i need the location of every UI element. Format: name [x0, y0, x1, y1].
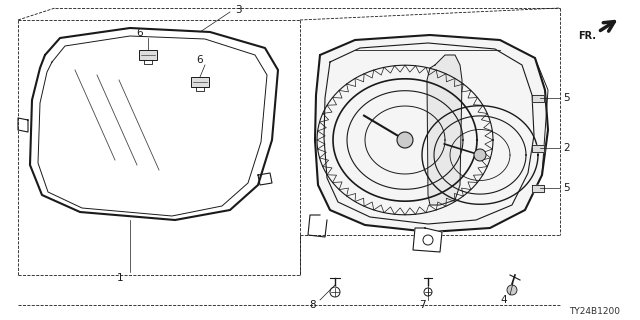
Text: 5: 5	[563, 93, 570, 103]
Text: 6: 6	[137, 28, 143, 38]
Polygon shape	[532, 185, 544, 191]
Circle shape	[397, 132, 413, 148]
Text: 7: 7	[419, 300, 426, 310]
Polygon shape	[258, 173, 272, 185]
Text: 8: 8	[310, 300, 316, 310]
Polygon shape	[308, 215, 327, 237]
Text: TY24B1200: TY24B1200	[569, 308, 620, 316]
Circle shape	[424, 288, 432, 296]
Polygon shape	[532, 145, 544, 151]
Text: 1: 1	[116, 273, 124, 283]
Text: 4: 4	[500, 295, 507, 305]
Polygon shape	[315, 35, 548, 232]
Polygon shape	[18, 118, 28, 132]
Text: 6: 6	[196, 55, 204, 65]
Circle shape	[330, 287, 340, 297]
Bar	[191, 77, 209, 87]
Polygon shape	[427, 55, 462, 205]
Circle shape	[507, 285, 517, 295]
Polygon shape	[413, 228, 442, 252]
Text: 3: 3	[235, 5, 242, 15]
Circle shape	[474, 149, 486, 161]
Text: FR.: FR.	[578, 31, 596, 41]
Text: 2: 2	[563, 143, 570, 153]
Bar	[139, 50, 157, 60]
Text: 5: 5	[563, 183, 570, 193]
Polygon shape	[532, 94, 544, 101]
